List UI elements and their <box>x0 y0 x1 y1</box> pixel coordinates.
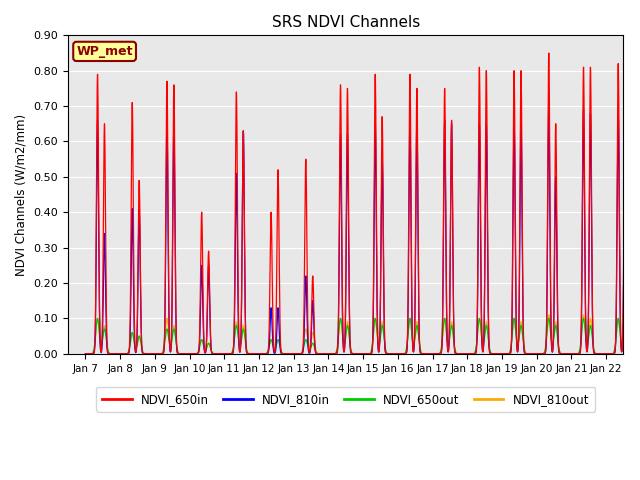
Legend: NDVI_650in, NDVI_810in, NDVI_650out, NDVI_810out: NDVI_650in, NDVI_810in, NDVI_650out, NDV… <box>96 387 595 411</box>
Text: WP_met: WP_met <box>76 45 133 58</box>
Title: SRS NDVI Channels: SRS NDVI Channels <box>271 15 420 30</box>
Y-axis label: NDVI Channels (W/m2/mm): NDVI Channels (W/m2/mm) <box>15 113 28 276</box>
